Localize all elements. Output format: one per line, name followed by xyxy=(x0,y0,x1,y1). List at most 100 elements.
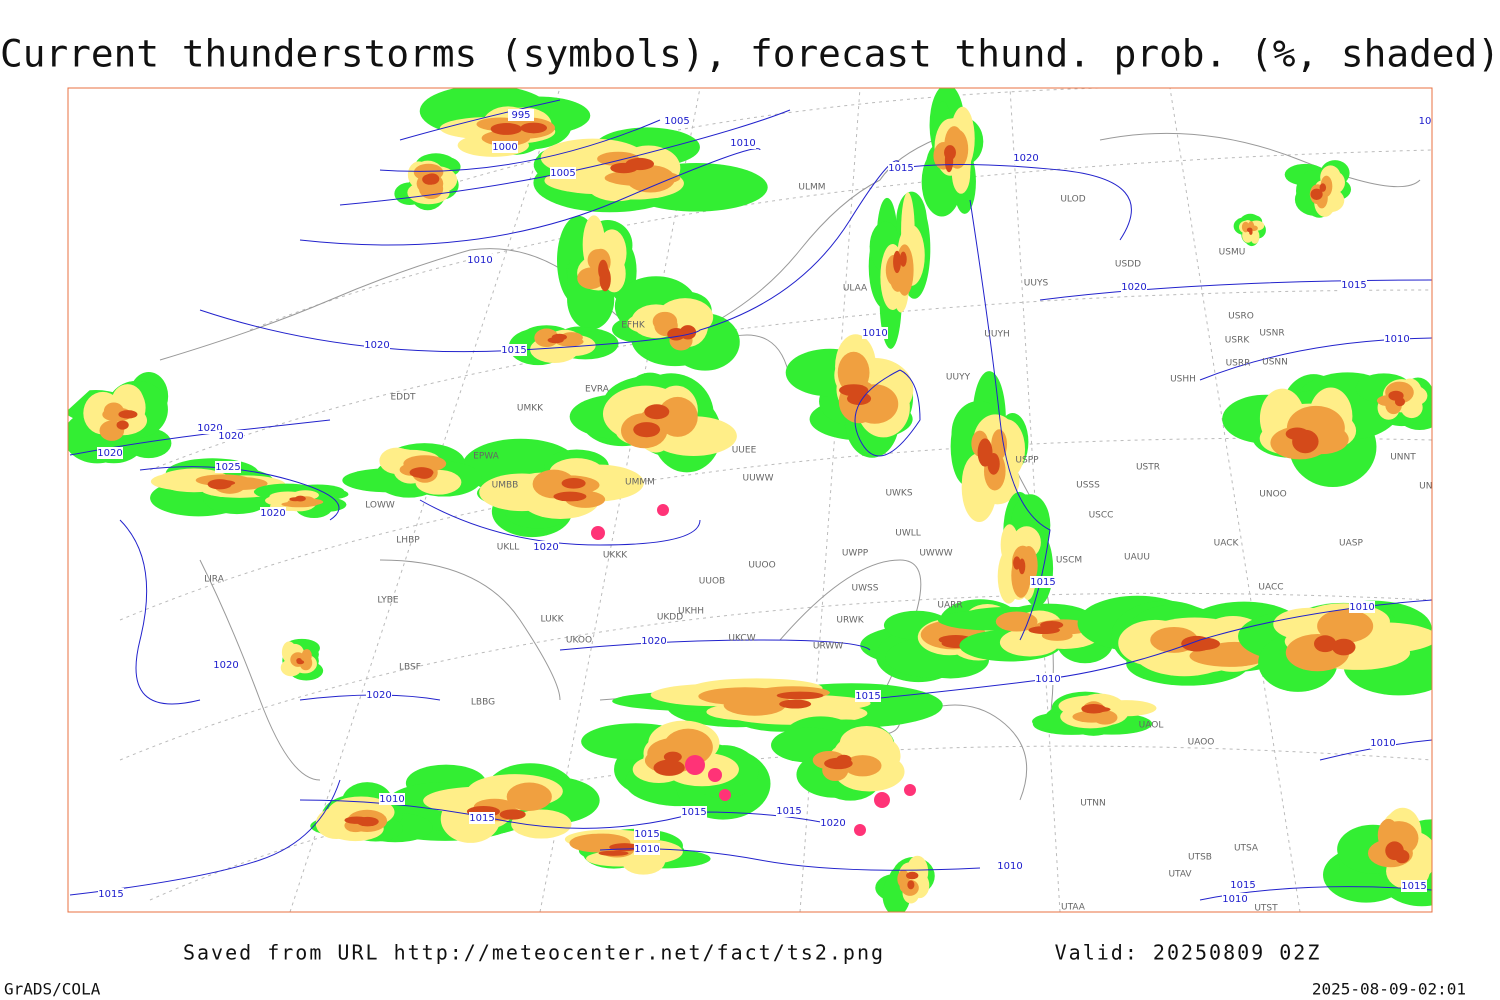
isobar-label-bg xyxy=(364,339,390,351)
isobar-label-bg xyxy=(501,344,527,356)
station-label: USRR xyxy=(1226,359,1251,369)
shade-blob xyxy=(506,782,552,811)
shade-blob xyxy=(1313,635,1337,653)
station-label: UTSA xyxy=(1234,844,1259,854)
source-url: Saved from URL http://meteocenter.net/fa… xyxy=(183,941,885,965)
shade-blob xyxy=(409,467,434,478)
isobar-label-bg xyxy=(550,167,576,179)
shade-blob xyxy=(839,725,894,760)
station-label: UAOO xyxy=(1188,738,1215,748)
graticule xyxy=(119,88,1432,912)
isobar-label: 1010 xyxy=(1370,738,1395,749)
isobar-label-bg xyxy=(820,817,846,829)
isobar-label: 1010 xyxy=(862,328,887,339)
station-label: UUWW xyxy=(743,474,774,484)
isobar-label-bg xyxy=(1370,737,1396,749)
valid-time: Valid: 20250809 02Z xyxy=(1055,941,1322,965)
shade-blob xyxy=(836,754,852,765)
station-label: UWSS xyxy=(852,584,879,594)
station-label: UWKS xyxy=(885,489,912,499)
shade-blob xyxy=(698,687,792,706)
shade-blob xyxy=(1292,429,1319,454)
isobar-label: 1020 xyxy=(820,818,845,829)
shade-blob xyxy=(779,699,812,709)
isobar-label: 1010 xyxy=(730,138,755,149)
isobar-label: 1020 xyxy=(97,448,122,459)
isobar-label: 1020 xyxy=(533,542,558,553)
isobar-label: 1015 xyxy=(1030,577,1055,588)
shade-blob xyxy=(118,410,138,419)
station-label: UUYH xyxy=(984,330,1009,340)
shade-blob xyxy=(499,809,526,820)
shade-blob xyxy=(1317,609,1374,643)
station-label: UUYY xyxy=(946,373,971,383)
station-label: UARR xyxy=(937,601,962,611)
station-label: UAUU xyxy=(1124,553,1150,563)
isobar-label-bg xyxy=(213,659,239,671)
isobar-label: 1020 xyxy=(197,423,222,434)
isobar-label-bg xyxy=(1222,893,1248,905)
isobar-label: 1010 xyxy=(379,794,404,805)
station-label: UTAA xyxy=(1061,903,1086,913)
shade-blob xyxy=(633,422,661,438)
station-label: UASP xyxy=(1339,539,1363,549)
station-label: UKDD xyxy=(657,613,683,623)
shade-blob xyxy=(532,469,576,499)
station-label: EPWA xyxy=(473,452,500,462)
station-label: UNNT xyxy=(1390,453,1416,463)
shade-blob xyxy=(553,491,587,502)
shade-blob xyxy=(547,337,564,344)
station-label: USRK xyxy=(1225,336,1251,346)
station-label: URWW xyxy=(813,642,843,652)
station-label: UKCW xyxy=(728,634,755,644)
isobar-label-bg xyxy=(533,541,559,553)
isobar-label: 1015 xyxy=(1341,280,1366,291)
shade-blob xyxy=(663,751,682,763)
isobar-label-bg xyxy=(366,689,392,701)
isobar-label: 10 xyxy=(1419,116,1432,127)
shade-blob xyxy=(653,759,685,776)
isobar-label: 1015 xyxy=(681,807,706,818)
isobar-label-bg xyxy=(1401,880,1427,892)
isobar-label-bg xyxy=(492,141,518,153)
shade-blob xyxy=(977,438,993,467)
isobar-label-bg xyxy=(1035,673,1061,685)
shade-blob xyxy=(944,145,956,161)
isobar-label-bg xyxy=(1341,279,1367,291)
probability-shading xyxy=(68,88,1432,912)
isobar-label-bg xyxy=(634,828,660,840)
station-label: UACK xyxy=(1214,539,1240,549)
shade-blob xyxy=(610,162,638,174)
isobar-label-bg xyxy=(1412,115,1432,127)
station-label: USNR xyxy=(1259,329,1284,339)
isobar-label-bg xyxy=(862,327,888,339)
shade-blob xyxy=(679,325,697,340)
isobar-label: 1015 xyxy=(776,806,801,817)
shade-blob xyxy=(301,649,312,662)
station-label: LYBE xyxy=(377,596,398,606)
shade-blob xyxy=(847,392,872,406)
shade-blob xyxy=(644,404,670,420)
shade-blob xyxy=(207,479,232,490)
isobar-label: 1020 xyxy=(1013,153,1038,164)
isobar-label: 1010 xyxy=(1222,894,1247,905)
isobar-label: 1020 xyxy=(366,690,391,701)
isobar-label-bg xyxy=(1013,152,1039,164)
station-label: USSS xyxy=(1076,481,1100,491)
isobar-label: 1015 xyxy=(1401,881,1426,892)
station-label: ULOD xyxy=(1060,195,1085,205)
map-frame xyxy=(67,87,1433,913)
isobar-label: 1005 xyxy=(550,168,575,179)
shade-blob xyxy=(907,880,915,890)
title: Current thunderstorms (symbols), forecas… xyxy=(0,33,1500,76)
software: GrADS/COLA xyxy=(4,980,101,999)
station-label: USCM xyxy=(1056,556,1082,566)
shade-blob xyxy=(1186,637,1221,651)
station-label: LHBP xyxy=(396,536,420,546)
isobar-label-bg xyxy=(1230,879,1256,891)
isobar-label-bg xyxy=(1349,601,1375,613)
station-label: UWPP xyxy=(842,549,869,559)
station-label: LUKK xyxy=(541,615,565,625)
isobar-label: 1015 xyxy=(501,345,526,356)
station-label: LOWW xyxy=(365,501,395,511)
